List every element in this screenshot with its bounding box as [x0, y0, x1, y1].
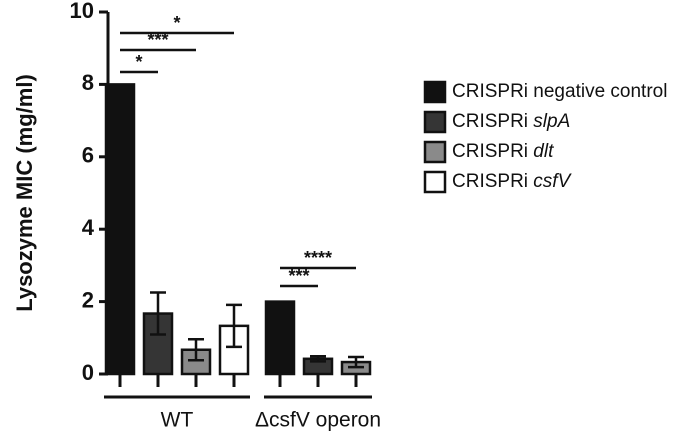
legend-label: CRISPRi negative control	[452, 81, 667, 102]
legend-label: CRISPRi dlt	[452, 141, 554, 162]
legend-label-part: CRISPRi	[452, 111, 533, 132]
y-axis-label: Lysozyme MIC (mg/ml)	[12, 74, 37, 312]
legend-label-part: CRISPRi	[452, 171, 533, 192]
bar	[104, 83, 136, 376]
legend-swatch	[423, 170, 447, 194]
legend-swatch	[423, 140, 447, 164]
y-tick-label: 6	[82, 143, 94, 168]
significance-label: *	[135, 52, 142, 72]
legend-swatch	[423, 110, 447, 134]
significance-label: ****	[304, 248, 332, 268]
significance-label: *	[173, 13, 180, 33]
legend-label-part: CRISPRi	[452, 81, 533, 102]
y-tick-label: 0	[82, 360, 94, 385]
group-label: WT	[161, 409, 194, 432]
error-bar	[226, 303, 242, 349]
legend-label: CRISPRi slpA	[452, 111, 570, 132]
significance-label: ***	[147, 30, 168, 50]
legend-swatch	[423, 80, 447, 104]
y-tick-label: 4	[82, 215, 95, 240]
legend-label-part: slpA	[533, 111, 570, 132]
group-label: ΔcsfV operon	[255, 409, 381, 432]
legend-label-part: CRISPRi	[452, 141, 533, 162]
legend-label-part: dlt	[533, 141, 554, 162]
bar	[264, 300, 296, 376]
significance-label: ***	[288, 266, 309, 286]
y-tick-label: 8	[82, 70, 94, 95]
error-bar	[150, 291, 166, 336]
legend-label-part: csfV	[533, 171, 572, 192]
error-bar	[188, 337, 204, 362]
error-bar	[348, 355, 364, 369]
legend-label-part: negative control	[533, 81, 667, 102]
error-bar	[310, 355, 326, 363]
legend-label: CRISPRi csfV	[452, 171, 573, 192]
y-tick-label: 2	[82, 287, 94, 312]
y-tick-label: 10	[70, 0, 94, 23]
